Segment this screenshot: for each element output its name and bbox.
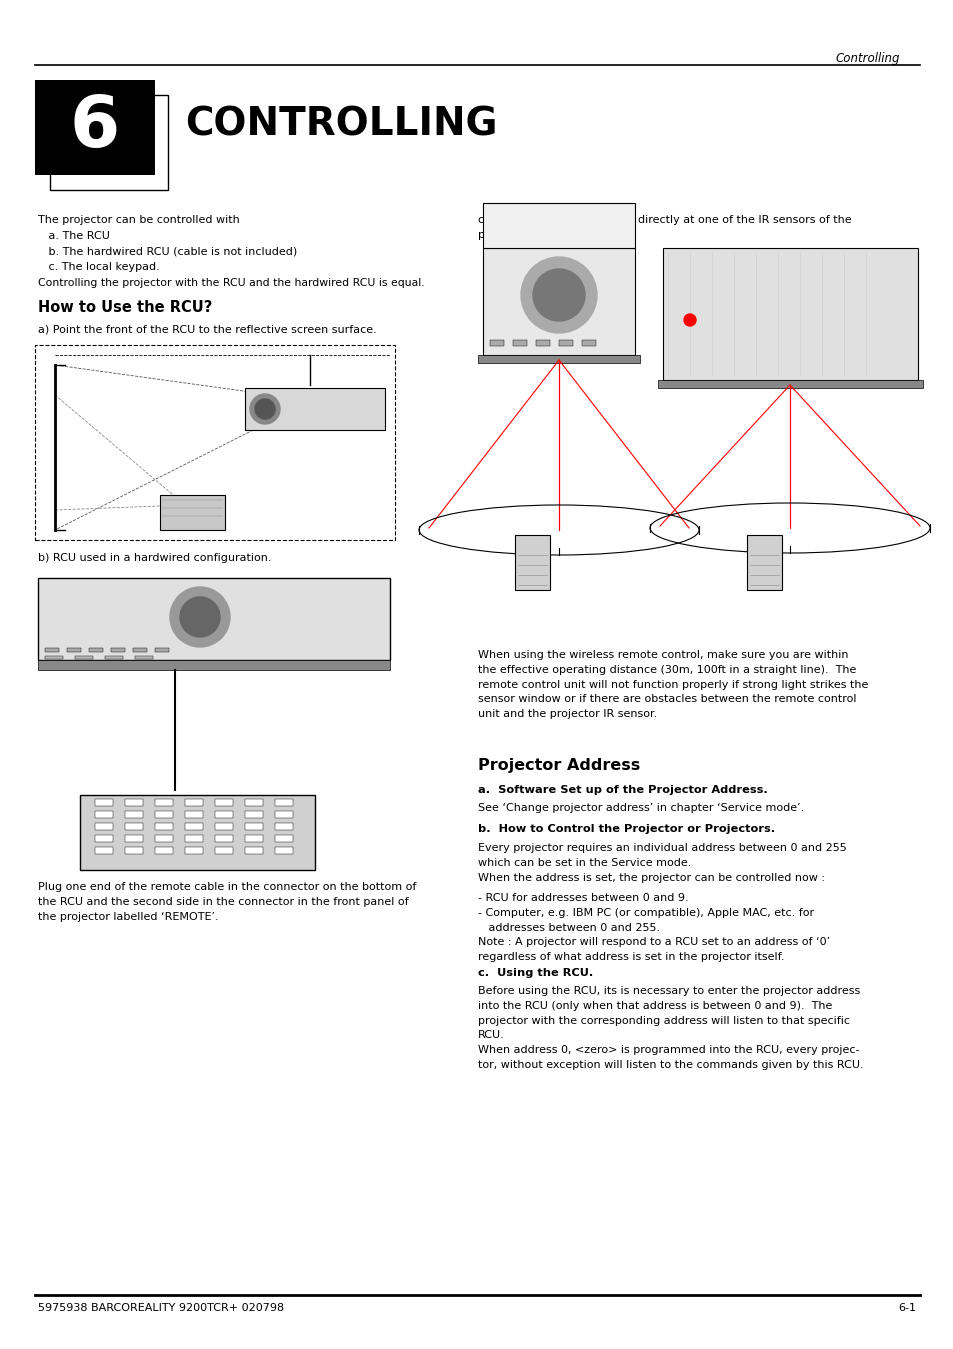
Bar xyxy=(245,823,263,830)
Bar xyxy=(662,248,917,380)
Text: b.  How to Control the Projector or Projectors.: b. How to Control the Projector or Proje… xyxy=(477,824,774,834)
Bar xyxy=(154,648,169,652)
Bar xyxy=(125,811,143,817)
Bar xyxy=(38,577,390,660)
Bar xyxy=(125,847,143,854)
Text: c) Point the front of the RCU directly at one of the IR sensors of the
projector: c) Point the front of the RCU directly a… xyxy=(477,214,851,240)
Bar xyxy=(245,835,263,842)
Bar xyxy=(185,811,203,817)
Circle shape xyxy=(250,394,280,424)
Circle shape xyxy=(170,587,230,648)
Bar xyxy=(482,202,635,248)
Bar xyxy=(581,340,596,345)
Bar xyxy=(214,835,233,842)
Bar xyxy=(125,835,143,842)
Bar xyxy=(245,847,263,854)
Text: Controlling: Controlling xyxy=(835,53,899,65)
Bar xyxy=(214,799,233,805)
Bar xyxy=(95,823,112,830)
Circle shape xyxy=(254,399,274,420)
Bar xyxy=(214,823,233,830)
Bar xyxy=(95,799,112,805)
Text: 6-1: 6-1 xyxy=(897,1303,915,1313)
Bar xyxy=(746,536,781,590)
Bar xyxy=(38,660,390,670)
Bar xyxy=(274,847,293,854)
Text: Before using the RCU, its is necessary to enter the projector address
into the R: Before using the RCU, its is necessary t… xyxy=(477,986,862,1070)
Bar xyxy=(154,811,172,817)
Bar xyxy=(274,835,293,842)
Bar xyxy=(80,795,314,870)
Bar xyxy=(160,495,225,530)
Text: 6: 6 xyxy=(70,93,120,162)
Bar xyxy=(185,823,203,830)
Bar xyxy=(658,380,923,389)
Text: a) Point the front of the RCU to the reflective screen surface.: a) Point the front of the RCU to the ref… xyxy=(38,325,376,335)
Bar xyxy=(185,835,203,842)
Bar xyxy=(89,648,103,652)
Bar xyxy=(125,799,143,805)
Text: Every projector requires an individual address between 0 and 255
which can be se: Every projector requires an individual a… xyxy=(477,843,846,882)
Bar xyxy=(515,536,550,590)
Bar xyxy=(185,799,203,805)
Circle shape xyxy=(683,314,696,326)
Bar xyxy=(125,823,143,830)
Bar xyxy=(490,340,503,345)
Bar xyxy=(214,847,233,854)
Bar xyxy=(95,847,112,854)
Bar xyxy=(154,823,172,830)
Bar xyxy=(154,835,172,842)
Bar xyxy=(95,835,112,842)
Text: 5975938 BARCOREALITY 9200TCR+ 020798: 5975938 BARCOREALITY 9200TCR+ 020798 xyxy=(38,1303,284,1313)
Bar xyxy=(45,648,59,652)
Bar xyxy=(274,811,293,817)
Bar xyxy=(558,340,573,345)
Bar xyxy=(35,80,154,175)
Text: CONTROLLING: CONTROLLING xyxy=(185,107,497,144)
Text: c.  Using the RCU.: c. Using the RCU. xyxy=(477,969,593,978)
Bar xyxy=(111,648,125,652)
Text: Plug one end of the remote cable in the connector on the bottom of
the RCU and t: Plug one end of the remote cable in the … xyxy=(38,882,416,921)
Bar xyxy=(105,656,123,660)
Circle shape xyxy=(180,598,220,637)
Bar xyxy=(132,648,147,652)
Bar xyxy=(245,799,263,805)
Text: The projector can be controlled with
   a. The RCU
   b. The hardwired RCU (cabl: The projector can be controlled with a. … xyxy=(38,214,297,271)
Bar xyxy=(154,799,172,805)
Bar xyxy=(274,823,293,830)
Circle shape xyxy=(533,268,584,321)
Bar xyxy=(274,799,293,805)
Bar xyxy=(245,811,263,817)
Text: - RCU for addresses between 0 and 9.
- Computer, e.g. IBM PC (or compatible), Ap: - RCU for addresses between 0 and 9. - C… xyxy=(477,893,813,932)
Text: Note : A projector will respond to a RCU set to an address of ‘0’
regardless of : Note : A projector will respond to a RCU… xyxy=(477,938,829,962)
Bar xyxy=(513,340,526,345)
Bar xyxy=(477,355,639,363)
Text: b) RCU used in a hardwired configuration.: b) RCU used in a hardwired configuration… xyxy=(38,553,272,563)
Bar xyxy=(154,847,172,854)
Bar xyxy=(35,345,395,540)
Text: How to Use the RCU?: How to Use the RCU? xyxy=(38,299,213,316)
Bar xyxy=(45,656,63,660)
Bar xyxy=(536,340,550,345)
Bar xyxy=(245,389,385,430)
Bar xyxy=(185,847,203,854)
Circle shape xyxy=(520,258,597,333)
Bar xyxy=(95,811,112,817)
Text: a.  Software Set up of the Projector Address.: a. Software Set up of the Projector Addr… xyxy=(477,785,767,795)
Text: When using the wireless remote control, make sure you are within
the effective o: When using the wireless remote control, … xyxy=(477,650,867,719)
Bar xyxy=(214,811,233,817)
Text: Projector Address: Projector Address xyxy=(477,758,639,773)
Bar xyxy=(50,94,168,190)
Bar xyxy=(482,248,635,355)
Bar xyxy=(135,656,152,660)
Text: See ‘Change projector address’ in chapter ‘Service mode’.: See ‘Change projector address’ in chapte… xyxy=(477,803,803,813)
Text: Controlling the projector with the RCU and the hardwired RCU is equal.: Controlling the projector with the RCU a… xyxy=(38,278,424,287)
Bar xyxy=(67,648,81,652)
Bar xyxy=(75,656,92,660)
